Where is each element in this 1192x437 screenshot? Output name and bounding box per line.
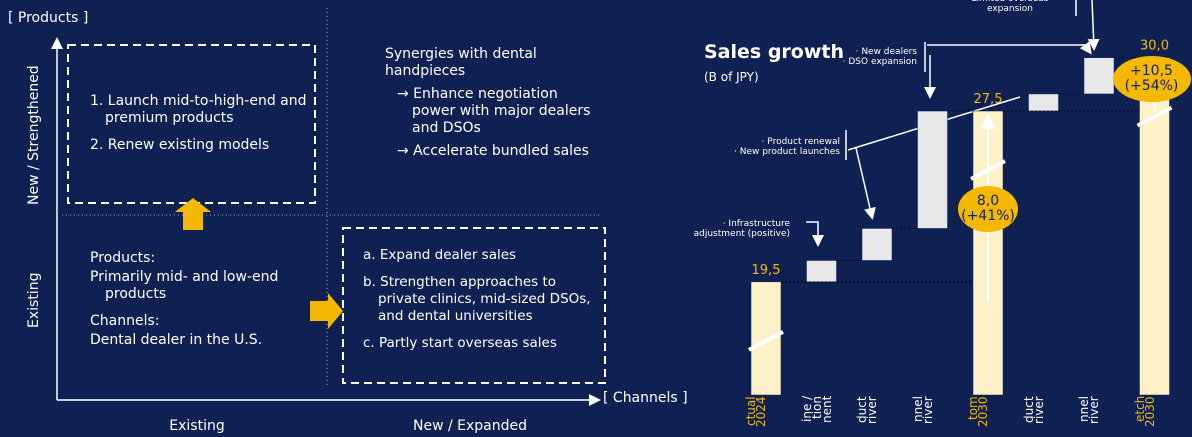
quadrant: 1. Launch mid-to-high-end and premium pr… <box>90 93 310 164</box>
x-axis-title: [ Channels ] <box>603 390 688 406</box>
callouts <box>806 0 1094 247</box>
item: Dental dealer in the U.S. <box>90 332 263 348</box>
item: Primarily mid- and low-end products <box>90 269 279 302</box>
item: 1. Launch mid-to-high-end and premium pr… <box>90 93 307 126</box>
x-label: New / Expanded <box>412 418 527 434</box>
quadrant: a. Expand dealer sales b. Strengthen app… <box>363 247 608 362</box>
y-axis-title: [ Products ] <box>8 10 89 26</box>
value-label: 30,0 <box>1140 39 1169 54</box>
quadrant: Products: Primarily mid- and low-end pro… <box>90 250 320 359</box>
x-tick-label: ctual 2024 <box>744 396 768 427</box>
x-tick-label: duct river <box>855 396 879 424</box>
chart-subtitle: (B of JPY) <box>704 70 759 84</box>
arrow-up <box>175 198 211 230</box>
x-tick-label: nnel river <box>910 396 935 424</box>
axis-break <box>1136 105 1173 128</box>
item: Products: <box>90 250 156 266</box>
item: Synergies with dental handpieces <box>385 46 537 79</box>
bar <box>1139 57 1170 396</box>
chart-title: Sales growth <box>704 41 844 63</box>
bar <box>750 281 782 396</box>
bar <box>917 110 948 229</box>
x-label: Existing <box>169 418 225 434</box>
bar <box>861 228 893 261</box>
bar <box>1083 57 1115 95</box>
annotation: · New dealers · DSO expansion <box>842 47 917 67</box>
x-tick-label: ine / tion nent <box>799 396 834 424</box>
growth-label: +10,5 (+54%) <box>1112 56 1191 103</box>
axis-break <box>748 330 784 352</box>
x-tick-label: nnel river <box>1077 396 1101 424</box>
x-tick-label: duct river <box>1021 396 1046 424</box>
matrix-lines <box>51 8 606 406</box>
callout <box>855 147 876 220</box>
x-tick-label: tom 2030 <box>966 396 990 427</box>
annotation: · Infrastructure adjustment (positive) <box>693 219 790 239</box>
item: → Accelerate bundled sales <box>397 143 589 159</box>
box <box>342 227 606 384</box>
y-label: Existing <box>26 272 42 328</box>
item: → Enhance negotiation power with major d… <box>397 86 591 136</box>
annotation: Limited overseas expansion <box>972 0 1049 14</box>
item: b. Strengthen approaches to private clin… <box>363 274 591 324</box>
arrow-right <box>310 293 343 329</box>
quadrant: Synergies with dental handpieces → Enhan… <box>385 46 595 170</box>
callout <box>1075 0 1094 48</box>
item: a. Expand dealer sales <box>363 247 517 263</box>
growth-label: 8,0 (+41%) <box>958 186 1018 233</box>
value-label: 19,5 <box>752 263 781 278</box>
x-tick-label: etch 2030 <box>1132 396 1157 427</box>
item: Channels: <box>90 313 160 329</box>
callout <box>806 221 824 247</box>
box <box>67 44 316 204</box>
bar <box>806 260 837 283</box>
value-label: 27,5 <box>974 92 1003 107</box>
item: c. Partly start overseas sales <box>363 335 557 351</box>
bar <box>1028 93 1059 112</box>
callout <box>924 42 1090 72</box>
annotation: · Product renewal · New product launches <box>734 137 840 157</box>
y-label: New / Strengthened <box>26 65 42 205</box>
item: 2. Renew existing models <box>90 137 270 153</box>
